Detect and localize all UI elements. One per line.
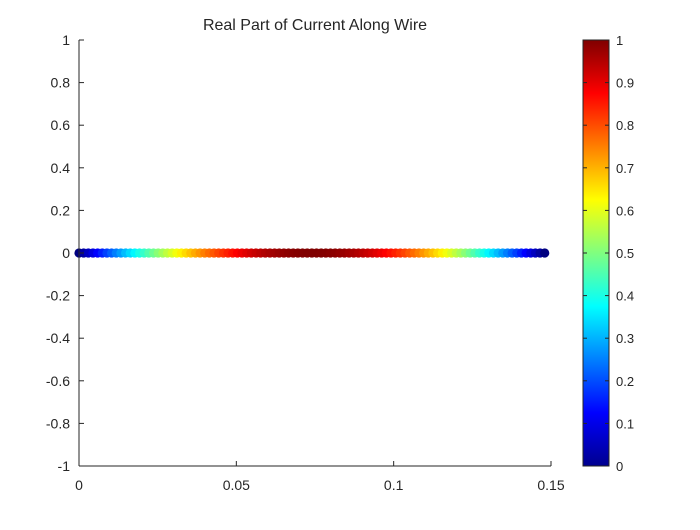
colorbar-tick-label: 0.4	[616, 289, 634, 304]
colorbar-tick-label: 0	[616, 459, 623, 474]
x-tick-label: 0	[75, 477, 83, 493]
colorbar-ticks: 1 0.9 0.8 0.7 0.6 0.5 0.4 0.3 0.2 0.1 0	[583, 33, 634, 474]
colorbar-tick-label: 0.1	[616, 416, 634, 431]
colorbar-tick-label: 0.8	[616, 118, 634, 133]
y-tick-label: -1	[58, 458, 71, 474]
y-tick-label: -0.6	[46, 373, 70, 389]
x-tick-label: 0.05	[223, 477, 250, 493]
y-tick-label: 0.6	[51, 117, 71, 133]
y-tick-label: 0.2	[51, 202, 71, 218]
y-tick-label: 0.8	[51, 75, 71, 91]
y-tick-label: -0.2	[46, 288, 70, 304]
colorbar-tick-label: 0.7	[616, 161, 634, 176]
y-tick-label: 0	[62, 245, 70, 261]
axes: 0 0.05 0.1 0.15 1 0.8 0.6 0.4 0.2 0 -0.2 -0.4 -0.6 -0…	[46, 32, 565, 493]
colorbar-tick-label: 0.6	[616, 203, 634, 218]
y-tick-label: -0.4	[46, 330, 70, 346]
x-tick-label: 0.1	[384, 477, 404, 493]
colorbar-tick-label: 1	[616, 33, 623, 48]
colorbar-tick-label: 0.5	[616, 246, 634, 261]
colorbar-gradient	[582, 39, 610, 467]
data-points	[74, 248, 550, 258]
chart-title: Real Part of Current Along Wire	[203, 17, 427, 34]
colorbar-tick-label: 0.3	[616, 331, 634, 346]
colorbar-tick-label: 0.9	[616, 76, 634, 91]
x-tick-label: 0.15	[537, 477, 564, 493]
y-tick-label: 0.4	[51, 160, 71, 176]
y-tick-label: -0.8	[46, 415, 70, 431]
data-point	[540, 248, 550, 258]
colorbar-tick-label: 0.2	[616, 374, 634, 389]
y-tick-label: 1	[62, 32, 70, 48]
colorbar: 1 0.9 0.8 0.7 0.6 0.5 0.4 0.3 0.2 0.1 0	[582, 33, 634, 474]
